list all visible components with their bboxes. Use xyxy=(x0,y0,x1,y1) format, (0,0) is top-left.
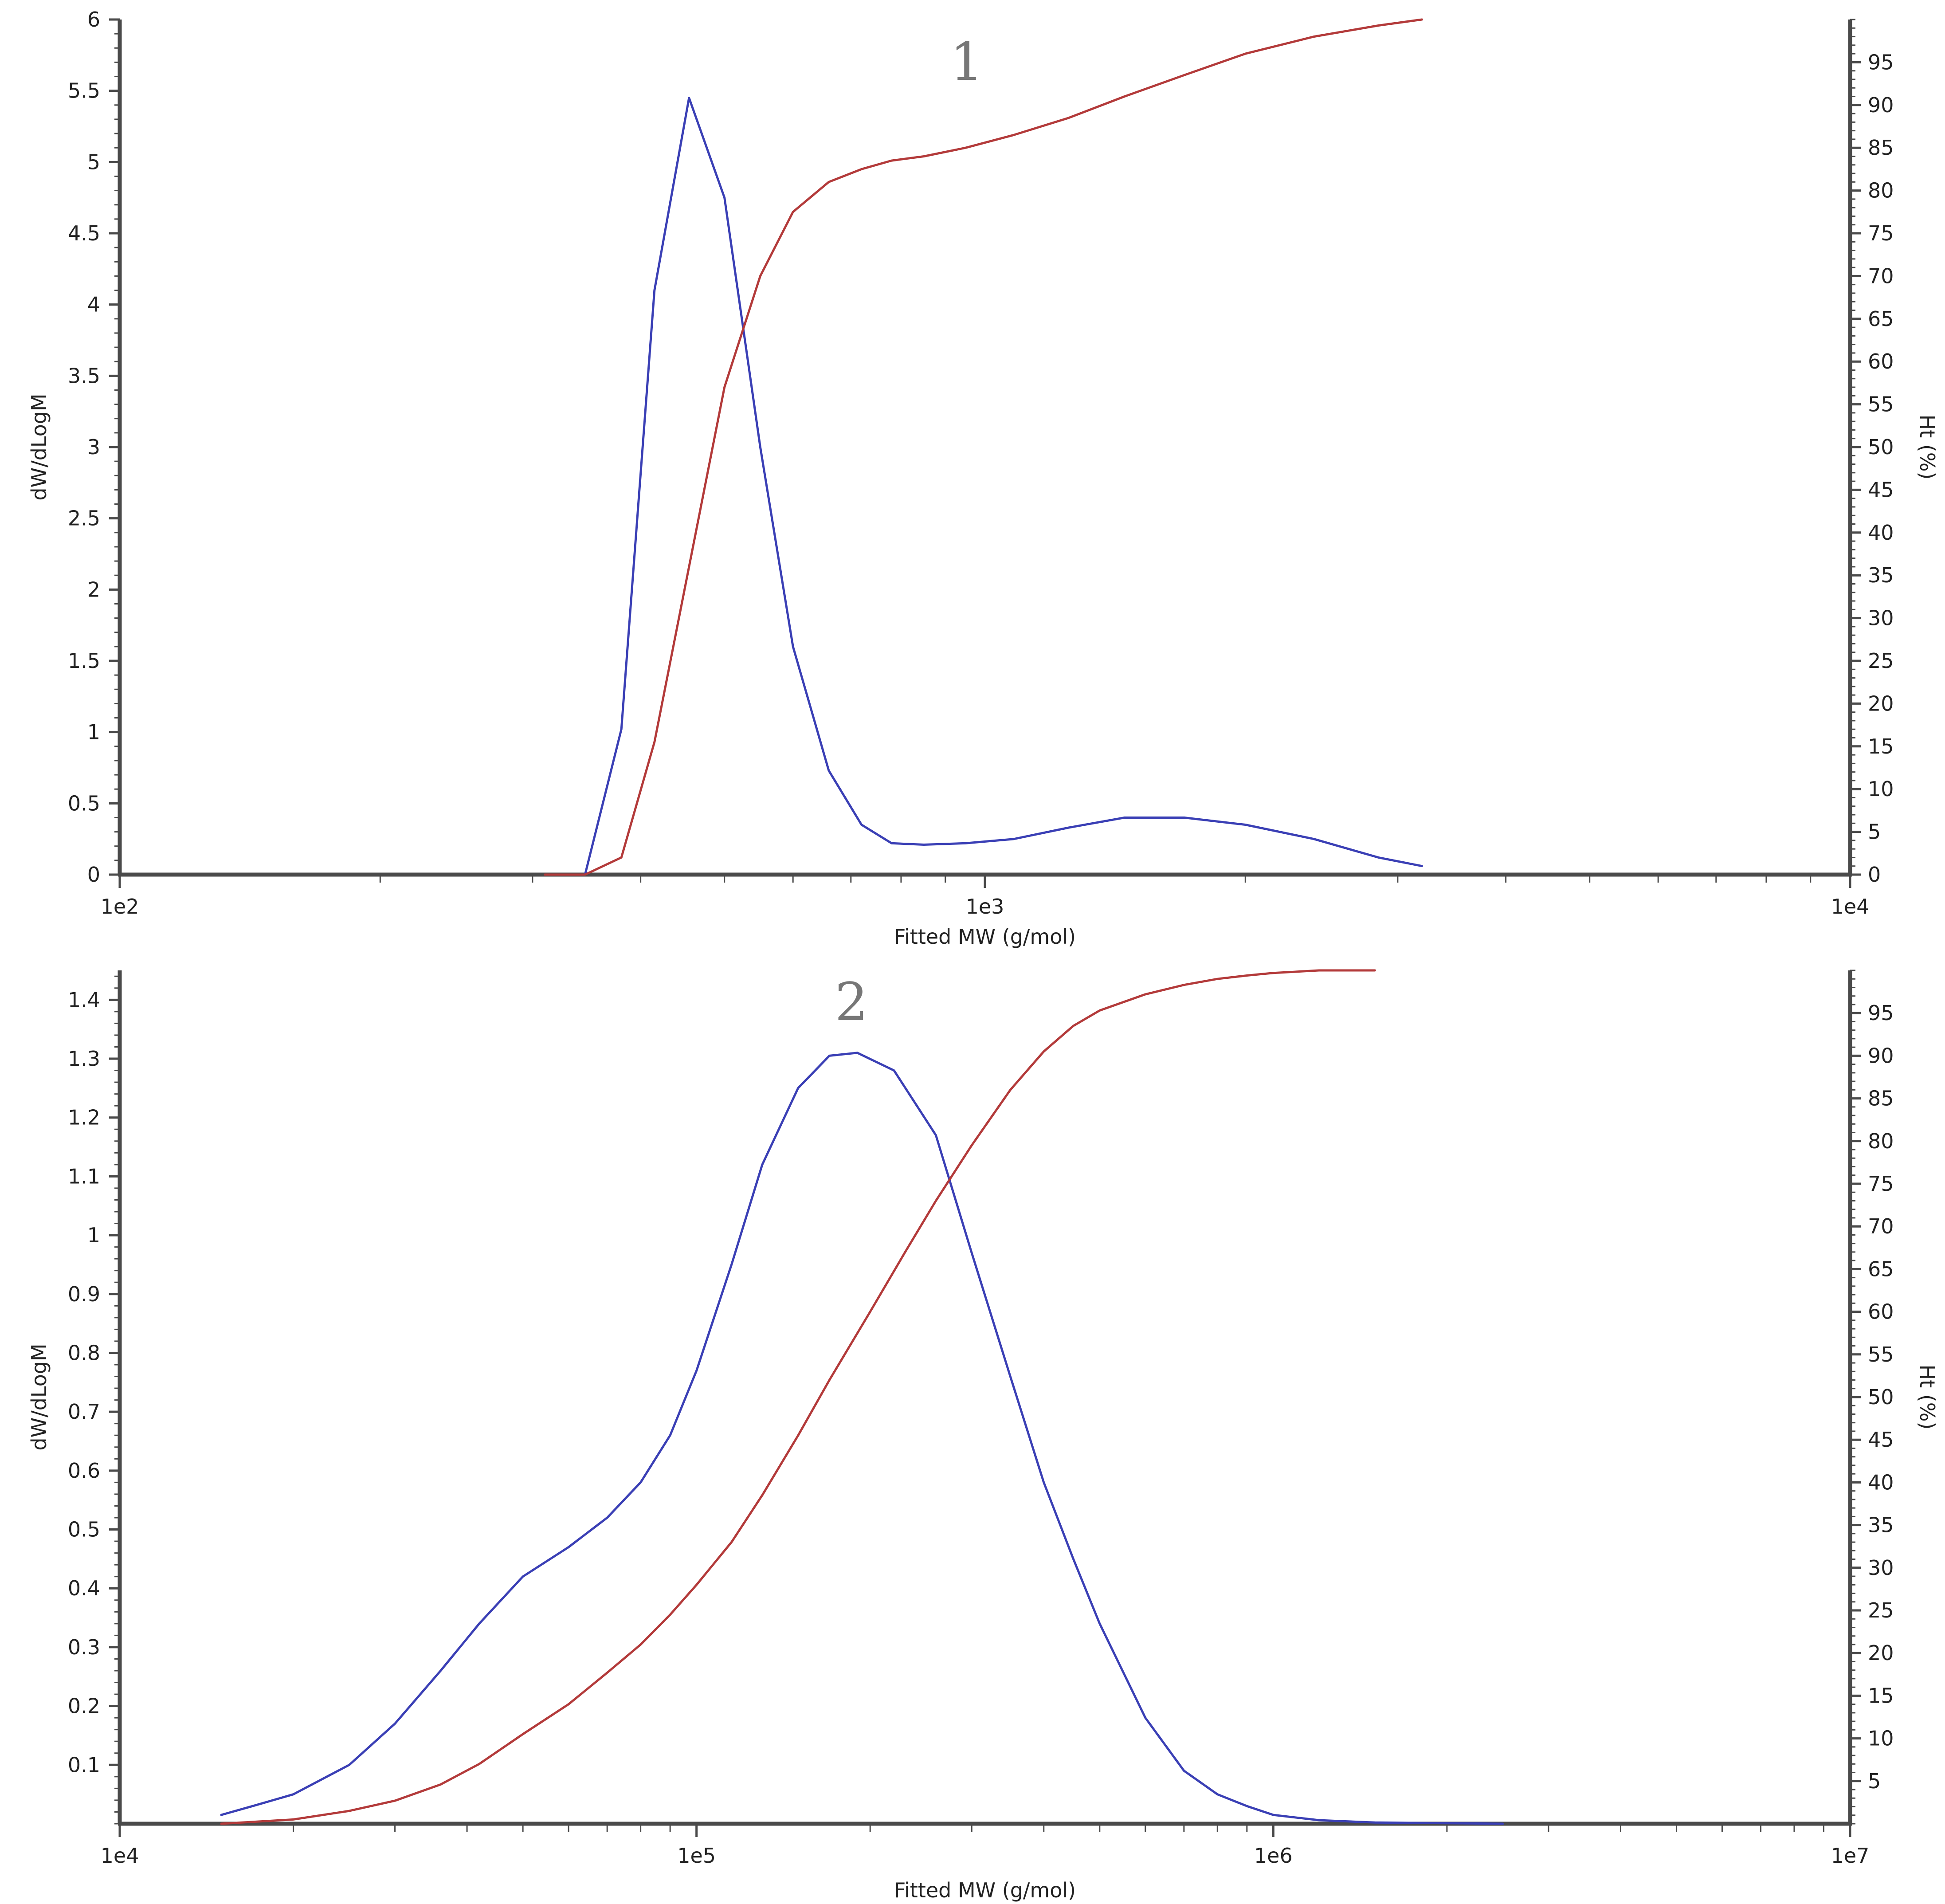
y-right-tick-label: 55 xyxy=(1868,1343,1894,1366)
y-left-tick-label: 0.3 xyxy=(68,1635,100,1659)
y-right-tick-label: 20 xyxy=(1868,691,1894,715)
y-right-tick-label: 10 xyxy=(1868,777,1894,801)
y-right-tick-label: 30 xyxy=(1868,1556,1894,1580)
x-tick-label: 1e4 xyxy=(101,1844,139,1868)
y-left-tick-label: 0.9 xyxy=(68,1282,100,1306)
x-tick-label: 1e6 xyxy=(1254,1844,1293,1868)
y-axis-right-title: Ht (%) xyxy=(1915,1365,1939,1430)
x-tick-label: 1e4 xyxy=(1831,895,1870,919)
y-left-tick-label: 0.5 xyxy=(68,1518,100,1542)
y-right-tick-label: 10 xyxy=(1868,1727,1894,1751)
x-tick-label: 1e5 xyxy=(677,1844,716,1868)
y-right-tick-label: 5 xyxy=(1868,820,1881,844)
y-right-tick-label: 65 xyxy=(1868,1257,1894,1281)
y-left-tick-label: 1.4 xyxy=(68,988,100,1012)
y-right-tick-label: 0 xyxy=(1868,863,1881,887)
y-right-tick-label: 70 xyxy=(1868,264,1894,288)
y-left-tick-label: 0.7 xyxy=(68,1400,100,1424)
y-right-tick-label: 65 xyxy=(1868,307,1894,331)
y-axis-left-title: dW/dLogM xyxy=(27,393,51,500)
y-axis-right-title: Ht (%) xyxy=(1915,415,1939,480)
y-right-tick-label: 45 xyxy=(1868,1428,1894,1452)
y-left-tick-label: 0.5 xyxy=(68,791,100,815)
y-right-tick-label: 55 xyxy=(1868,393,1894,416)
y-right-tick-label: 90 xyxy=(1868,93,1894,117)
y-right-tick-label: 70 xyxy=(1868,1214,1894,1238)
panel-label: 1 xyxy=(950,31,983,92)
y-right-tick-label: 15 xyxy=(1868,1684,1894,1708)
x-tick-label: 1e2 xyxy=(101,895,139,919)
y-right-tick-label: 40 xyxy=(1868,1470,1894,1494)
y-axis-left-title: dW/dLogM xyxy=(27,1343,51,1450)
y-right-tick-label: 75 xyxy=(1868,1172,1894,1196)
dw-dlogm-line xyxy=(584,97,1423,876)
y-right-tick-label: 95 xyxy=(1868,1001,1894,1025)
x-axis-title: Fitted MW (g/mol) xyxy=(894,1878,1076,1902)
y-right-tick-label: 80 xyxy=(1868,179,1894,203)
y-left-tick-label: 1.3 xyxy=(68,1047,100,1071)
y-left-tick-label: 2.5 xyxy=(68,506,100,530)
y-right-tick-label: 35 xyxy=(1868,563,1894,587)
y-left-tick-label: 1.1 xyxy=(68,1164,100,1188)
y-right-tick-label: 25 xyxy=(1868,1598,1894,1622)
y-right-tick-label: 45 xyxy=(1868,478,1894,502)
cumulative-ht-line xyxy=(220,969,1376,1825)
x-tick-label: 1e3 xyxy=(966,895,1004,919)
y-left-tick-label: 5.5 xyxy=(68,79,100,103)
y-right-tick-label: 85 xyxy=(1868,136,1894,160)
y-left-tick-label: 4 xyxy=(87,293,100,317)
y-left-tick-label: 1.5 xyxy=(68,649,100,673)
cumulative-ht-line xyxy=(544,18,1423,876)
y-left-tick-label: 1.2 xyxy=(68,1106,100,1130)
y-left-tick-label: 0.8 xyxy=(68,1341,100,1365)
y-right-tick-label: 60 xyxy=(1868,349,1894,373)
y-right-tick-label: 5 xyxy=(1868,1769,1881,1793)
y-right-tick-label: 90 xyxy=(1868,1044,1894,1068)
y-right-tick-label: 95 xyxy=(1868,50,1894,74)
y-right-tick-label: 15 xyxy=(1868,734,1894,758)
y-left-tick-label: 1 xyxy=(87,1223,100,1247)
y-right-tick-label: 30 xyxy=(1868,606,1894,630)
x-tick-label: 1e7 xyxy=(1831,1844,1870,1868)
y-left-tick-label: 0.6 xyxy=(68,1459,100,1483)
y-right-tick-label: 85 xyxy=(1868,1087,1894,1111)
y-right-tick-label: 80 xyxy=(1868,1129,1894,1153)
chart-panel-1: 00.511.522.533.544.555.56051015202530354… xyxy=(27,8,1939,949)
y-left-tick-label: 0.2 xyxy=(68,1694,100,1718)
y-right-tick-label: 50 xyxy=(1868,1385,1894,1409)
y-left-tick-label: 0.1 xyxy=(68,1753,100,1777)
y-left-tick-label: 0 xyxy=(87,863,100,887)
y-left-tick-label: 3.5 xyxy=(68,364,100,388)
y-right-tick-label: 35 xyxy=(1868,1513,1894,1537)
y-left-tick-label: 3 xyxy=(87,435,100,459)
y-right-tick-label: 75 xyxy=(1868,221,1894,245)
y-left-tick-label: 2 xyxy=(87,577,100,601)
chart-panel-2: 0.1 0.2 0.3 0.4 0.5 0.6 0.7 0.8 0.9 1 1.1 1.2 1.3 1.4… xyxy=(27,969,1939,1902)
x-axis-title: Fitted MW (g/mol) xyxy=(894,925,1076,949)
y-right-tick-label: 25 xyxy=(1868,649,1894,673)
y-left-tick-label: 1 xyxy=(87,720,100,744)
y-right-tick-label: 20 xyxy=(1868,1641,1894,1665)
y-right-tick-label: 60 xyxy=(1868,1300,1894,1324)
y-left-tick-label: 0.4 xyxy=(68,1576,100,1600)
y-right-tick-label: 50 xyxy=(1868,435,1894,459)
y-left-tick-label: 5 xyxy=(87,150,100,174)
panel-label: 2 xyxy=(835,971,868,1032)
y-right-tick-label: 40 xyxy=(1868,521,1894,545)
dw-dlogm-line xyxy=(220,1052,1504,1825)
y-left-tick-label: 4.5 xyxy=(68,221,100,245)
y-left-tick-label: 6 xyxy=(87,8,100,31)
